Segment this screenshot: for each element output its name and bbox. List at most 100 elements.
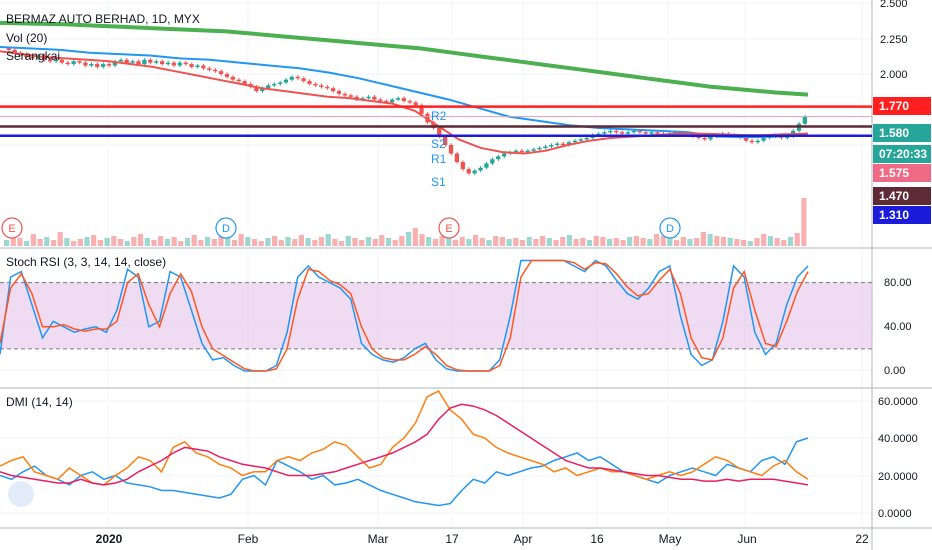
volume-bar [258,241,264,246]
volume-bar [305,238,311,246]
candle-body [549,145,554,147]
candle-body [89,64,94,66]
candle-body [484,163,489,168]
price-tag-label: 1.575 [879,166,909,180]
volume-bar [171,237,177,246]
candle-body [71,61,76,65]
candle-body [537,147,542,150]
volume-bar [131,237,137,246]
volume-bar [600,237,606,246]
time-axis-label: Feb [238,532,259,546]
price-tag-label: 1.580 [879,126,909,140]
stoch-rsi-series-1 [0,259,809,372]
candle-body [466,169,471,174]
price-tag-bg [873,145,931,163]
event-marker-earnings-0 [1,217,23,239]
candle-body [212,69,218,72]
pivot-label-s1: S1 [431,175,446,189]
candle-body [643,132,648,134]
candle-body [201,65,206,69]
volume-bar [613,238,619,246]
candle-body [65,62,70,65]
candle-body [378,99,383,102]
volume-bar [251,239,258,246]
volume-bar [211,239,217,246]
volume-bar [91,235,97,246]
dmi-series-1 [0,390,809,486]
candle-body [496,156,501,160]
volume-bar [499,237,505,246]
volume-bar [546,238,552,246]
candle-body [136,61,141,65]
volume-bar [432,239,438,246]
volume-bar [727,238,733,246]
candle-body [301,78,306,82]
time-axis-label: 16 [590,532,604,546]
candle-body [277,82,283,85]
candle-body [307,81,312,84]
candle-body [478,167,483,171]
stoch-rsi-series-0 [0,259,809,372]
chart-title: BERMAZ AUTO BERHAD, 1D, MYX [6,12,200,26]
candle-body [743,137,749,141]
event-marker-earnings-2 [438,217,460,239]
candle-body [283,79,289,83]
volume-bar [640,238,646,246]
volume-bar [734,239,740,246]
candle-body [785,136,790,138]
volume-bar [761,234,767,246]
volume-bar [426,237,432,246]
volume-bar [781,240,787,246]
candle-body [419,105,424,114]
candle-body [560,143,566,146]
volume-bar [97,240,103,246]
volume-bar [553,240,559,246]
volume-bar [620,240,626,246]
volume-bar [372,239,378,246]
volume-bar [385,238,392,246]
candle-body [336,91,342,94]
volume-bar [653,234,660,246]
dmi-axis-tick: 60.0000 [878,396,918,408]
volume-bar [144,238,150,246]
volume-bar [787,237,794,246]
volume-bar [325,234,331,246]
candle-body [260,88,265,92]
volume-bar [77,239,83,246]
tradingview-logo-icon [8,481,34,507]
candle-body [77,61,82,63]
volume-bar [151,240,157,246]
volume-bar [660,236,666,246]
candle-body [407,100,412,103]
volume-bar [292,239,298,246]
volume-bar [674,240,680,246]
candle-body [555,143,560,146]
price-tag-bg [873,164,931,182]
candle-body [442,136,448,145]
volume-bar [231,240,237,246]
candle-body [460,162,465,170]
pivot-label-r1: R1 [431,152,447,166]
volume-indicator-label: Vol (20) [6,31,48,45]
candle-body [613,130,619,133]
volume-bar [566,235,572,246]
volume-bar [586,240,593,246]
dmi-series-2 [0,403,809,486]
candle-body [584,137,589,140]
volume-bar [318,237,325,246]
volume-bar [4,240,10,246]
volume-bar [57,232,63,246]
candle-body [543,146,548,148]
candle-body [631,130,636,133]
volume-bar [218,236,224,246]
volume-bar [694,238,700,246]
dmi-axis-tick: 0.0000 [878,508,912,520]
candle-body [625,132,631,134]
candle-body [6,48,11,50]
volume-bar [506,239,512,246]
volume-bar [399,236,405,246]
volume-bar [24,241,30,246]
volume-bar [392,240,398,246]
time-axis-label: 22 [855,532,869,546]
volume-bar [238,234,244,246]
